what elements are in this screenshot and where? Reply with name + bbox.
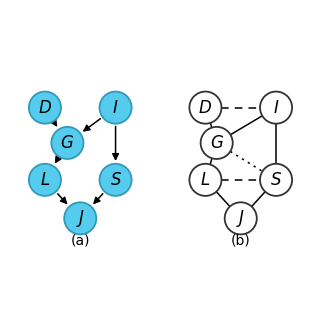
Circle shape [201, 127, 233, 159]
Circle shape [189, 164, 221, 196]
Circle shape [260, 164, 292, 196]
Text: (a): (a) [71, 234, 90, 248]
Circle shape [260, 92, 292, 124]
Circle shape [189, 92, 221, 124]
Text: $\it{L}$: $\it{L}$ [200, 171, 211, 189]
Circle shape [64, 202, 96, 234]
Circle shape [100, 164, 132, 196]
Circle shape [29, 92, 61, 124]
Text: $\it{D}$: $\it{D}$ [38, 99, 52, 117]
Circle shape [51, 127, 83, 159]
Text: $\it{L}$: $\it{L}$ [40, 171, 50, 189]
Text: $\it{J}$: $\it{J}$ [76, 208, 85, 229]
Circle shape [29, 164, 61, 196]
Circle shape [100, 92, 132, 124]
Text: $\it{G}$: $\it{G}$ [210, 134, 224, 152]
Text: (b): (b) [231, 234, 251, 248]
Text: $\it{G}$: $\it{G}$ [60, 134, 74, 152]
Text: $\it{J}$: $\it{J}$ [236, 208, 245, 229]
Text: $\it{I}$: $\it{I}$ [273, 99, 279, 117]
Text: $\it{S}$: $\it{S}$ [270, 171, 282, 189]
Text: $\it{I}$: $\it{I}$ [112, 99, 119, 117]
Circle shape [225, 202, 257, 234]
Text: $\it{D}$: $\it{D}$ [198, 99, 213, 117]
Text: $\it{S}$: $\it{S}$ [109, 171, 122, 189]
